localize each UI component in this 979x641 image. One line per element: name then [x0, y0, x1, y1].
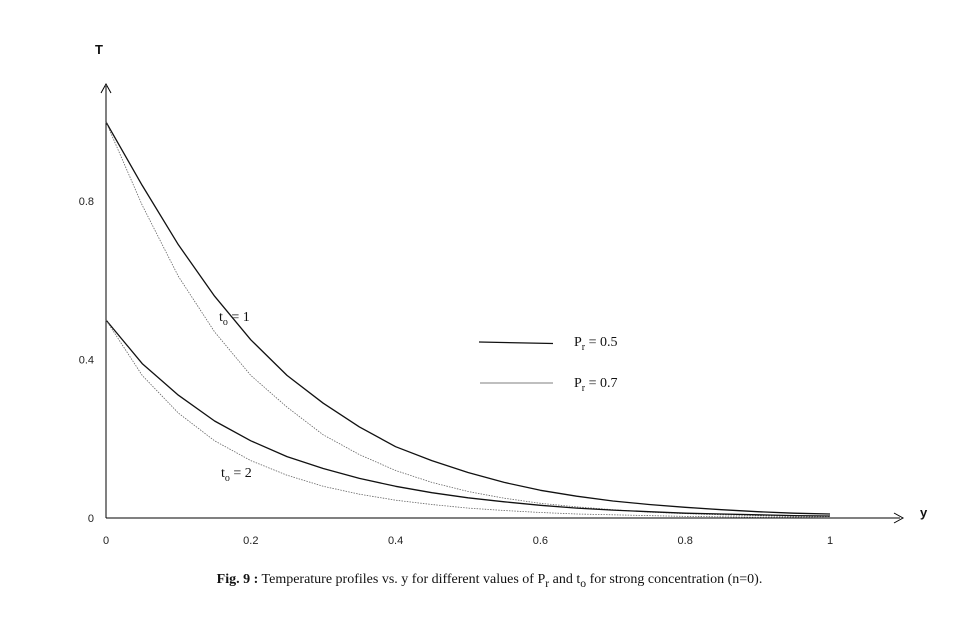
legend-label-pr-05-value: = 0.5: [585, 335, 617, 350]
annotation-t0-2: to = 2: [221, 466, 252, 484]
annotation-t0-2-symbol: t: [221, 466, 225, 481]
series-line-3: [105, 319, 831, 518]
legend-label-pr-05: Pr = 0.5: [574, 335, 618, 353]
annotation-t0-1-value: = 1: [228, 310, 250, 325]
legend-label-pr-07: Pr = 0.7: [574, 376, 618, 394]
legend: Pr = 0.5 Pr = 0.7: [478, 335, 618, 394]
annotation-t0-1-subscript: o: [223, 317, 228, 328]
caption-text-2: and t: [549, 572, 581, 587]
y-tick-label: 0: [88, 513, 94, 525]
figure-caption: Fig. 9 : Temperature profiles vs. y for …: [0, 572, 979, 590]
annotation-t0-1: to = 1: [219, 310, 250, 328]
x-axis-arrow: [893, 512, 905, 524]
curves: [105, 121, 831, 518]
series-line-1: [105, 121, 831, 518]
x-tick-label: 1: [827, 535, 833, 547]
caption-text-3: for strong concentration (n=0).: [586, 572, 763, 587]
annotation-t0-2-subscript: o: [225, 473, 230, 484]
curve-annotations: to = 1 to = 2: [219, 310, 252, 484]
x-tick-label: 0.8: [678, 535, 693, 547]
legend-label-pr-07-subscript: r: [582, 383, 586, 394]
x-axis-title: y: [920, 505, 928, 520]
axes: y T: [95, 42, 928, 524]
legend-label-pr-07-symbol: P: [574, 376, 582, 391]
series-line-2: [105, 319, 831, 517]
series-line-0: [105, 121, 831, 515]
tick-labels: 0 0.2 0.4 0.6 0.8 1 0 0.4 0.8: [79, 196, 833, 547]
y-axis-title: T: [95, 42, 103, 57]
caption-text-2-subscript: o: [580, 576, 587, 590]
legend-label-pr-05-symbol: P: [574, 335, 582, 350]
x-tick-label: 0: [103, 535, 109, 547]
annotation-t0-2-value: = 2: [230, 466, 252, 481]
x-tick-label: 0.2: [243, 535, 258, 547]
x-tick-label: 0.6: [533, 535, 548, 547]
legend-label-pr-07-value: = 0.7: [585, 376, 617, 391]
caption-text-1: Temperature profiles vs. y for different…: [258, 572, 546, 587]
annotation-t0-1-symbol: t: [219, 310, 223, 325]
y-tick-label: 0.8: [79, 196, 94, 208]
legend-label-pr-05-subscript: r: [582, 342, 586, 353]
figure-number: Fig. 9 :: [216, 572, 259, 587]
legend-line-pr-05: [478, 341, 554, 345]
y-axis-arrow: [100, 82, 112, 94]
y-tick-label: 0.4: [79, 355, 94, 367]
caption-text-1-subscript: r: [545, 576, 550, 590]
x-tick-label: 0.4: [388, 535, 403, 547]
